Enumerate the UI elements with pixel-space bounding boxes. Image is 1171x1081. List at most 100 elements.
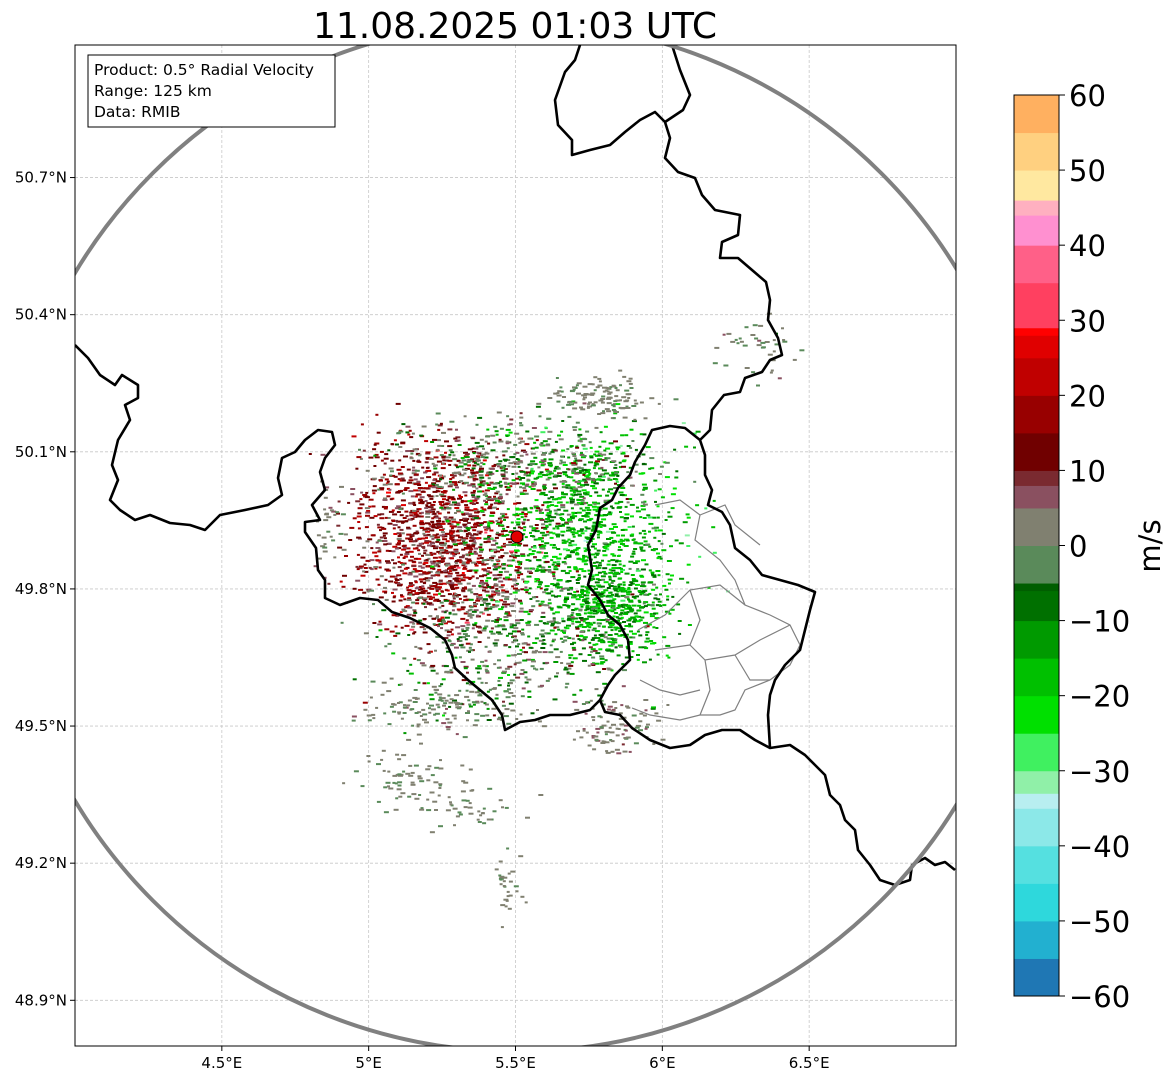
echo-pixel (546, 569, 552, 571)
echo-pixel (460, 457, 465, 459)
echo-pixel (588, 461, 593, 464)
echo-pixel (474, 571, 478, 574)
echo-pixel (439, 503, 443, 506)
echo-pixel (573, 567, 578, 570)
echo-pixel (558, 438, 564, 441)
echo-pixel (445, 546, 449, 549)
echo-pixel (593, 735, 599, 738)
echo-pixel (376, 559, 382, 562)
echo-pixel (515, 521, 521, 524)
echo-pixel (450, 551, 456, 554)
echo-pixel (486, 707, 490, 710)
echo-pixel (452, 583, 458, 586)
echo-pixel (627, 526, 632, 528)
echo-pixel (498, 556, 504, 559)
colorbar-segment (1014, 883, 1059, 922)
echo-pixel (582, 438, 588, 441)
echo-pixel (483, 521, 488, 524)
echo-pixel (382, 769, 386, 772)
echo-pixel (452, 481, 457, 484)
echo-pixel (657, 540, 661, 543)
echo-pixel (432, 581, 438, 584)
echo-pixel (524, 580, 530, 583)
echo-pixel (437, 568, 442, 571)
echo-pixel (536, 565, 542, 568)
echo-pixel (553, 392, 558, 395)
radar-site-marker[interactable] (510, 530, 524, 544)
echo-pixel (592, 487, 597, 490)
echo-pixel (451, 714, 457, 717)
echo-pixel (466, 558, 472, 561)
echo-pixel (562, 473, 567, 476)
echo-pixel (431, 537, 435, 540)
echo-pixel (365, 491, 369, 494)
echo-pixel (564, 562, 568, 565)
echo-pixel (400, 792, 406, 795)
echo-pixel (704, 507, 708, 510)
echo-pixel (432, 501, 436, 503)
echo-pixel (537, 569, 543, 572)
echo-pixel (621, 407, 627, 409)
echo-pixel (609, 599, 615, 602)
echo-pixel (722, 333, 726, 336)
echo-pixel (540, 616, 546, 618)
echo-pixel (623, 517, 629, 520)
echo-pixel (592, 543, 597, 546)
echo-pixel (500, 530, 504, 533)
echo-pixel (515, 718, 519, 720)
echo-pixel (661, 532, 666, 535)
echo-pixel (459, 519, 464, 521)
echo-pixel (460, 790, 466, 793)
echo-pixel (509, 418, 514, 421)
echo-pixel (449, 601, 454, 604)
echo-pixel (485, 604, 489, 607)
echo-pixel (398, 430, 404, 433)
echo-pixel (413, 557, 418, 560)
echo-pixel (497, 573, 503, 576)
echo-pixel (441, 678, 446, 681)
echo-pixel (758, 324, 764, 327)
echo-pixel (469, 549, 473, 552)
echo-pixel (609, 637, 614, 640)
echo-pixel (575, 384, 579, 387)
echo-pixel (504, 806, 509, 809)
echo-pixel (367, 719, 372, 722)
echo-pixel (622, 606, 626, 609)
echo-pixel (341, 585, 346, 588)
echo-pixel (631, 632, 637, 635)
echo-pixel (615, 727, 619, 730)
echo-pixel (465, 642, 471, 645)
echo-pixel (695, 430, 701, 433)
echo-pixel (616, 627, 622, 630)
echo-pixel (627, 498, 633, 500)
map-panel[interactable]: Product: 0.5° Radial Velocity Range: 125… (2, 22, 1031, 1051)
echo-pixel (511, 479, 516, 482)
echo-pixel (587, 504, 593, 507)
echo-pixel (530, 665, 535, 668)
echo-pixel (410, 452, 414, 455)
echo-pixel (528, 646, 533, 649)
echo-pixel (431, 524, 436, 527)
echo-pixel (472, 477, 477, 480)
echo-pixel (570, 507, 574, 510)
echo-pixel (432, 800, 438, 803)
echo-pixel (424, 440, 429, 443)
echo-pixel (465, 535, 469, 538)
echo-pixel (445, 809, 451, 812)
figure-title: 11.08.2025 01:03 UTC (313, 6, 717, 47)
echo-pixel (774, 343, 779, 346)
echo-pixel (497, 517, 502, 520)
echo-pixel (419, 501, 425, 503)
echo-pixel (499, 876, 505, 879)
echo-pixel (446, 507, 452, 510)
echo-pixel (644, 563, 649, 566)
echo-pixel (437, 574, 441, 577)
echo-pixel (456, 608, 462, 611)
echo-pixel (521, 511, 525, 514)
echo-pixel (519, 461, 524, 464)
echo-pixel (614, 646, 618, 649)
echo-pixel (502, 466, 506, 469)
echo-pixel (592, 607, 598, 610)
graticule-grid (75, 45, 956, 1046)
echo-pixel (582, 398, 586, 401)
